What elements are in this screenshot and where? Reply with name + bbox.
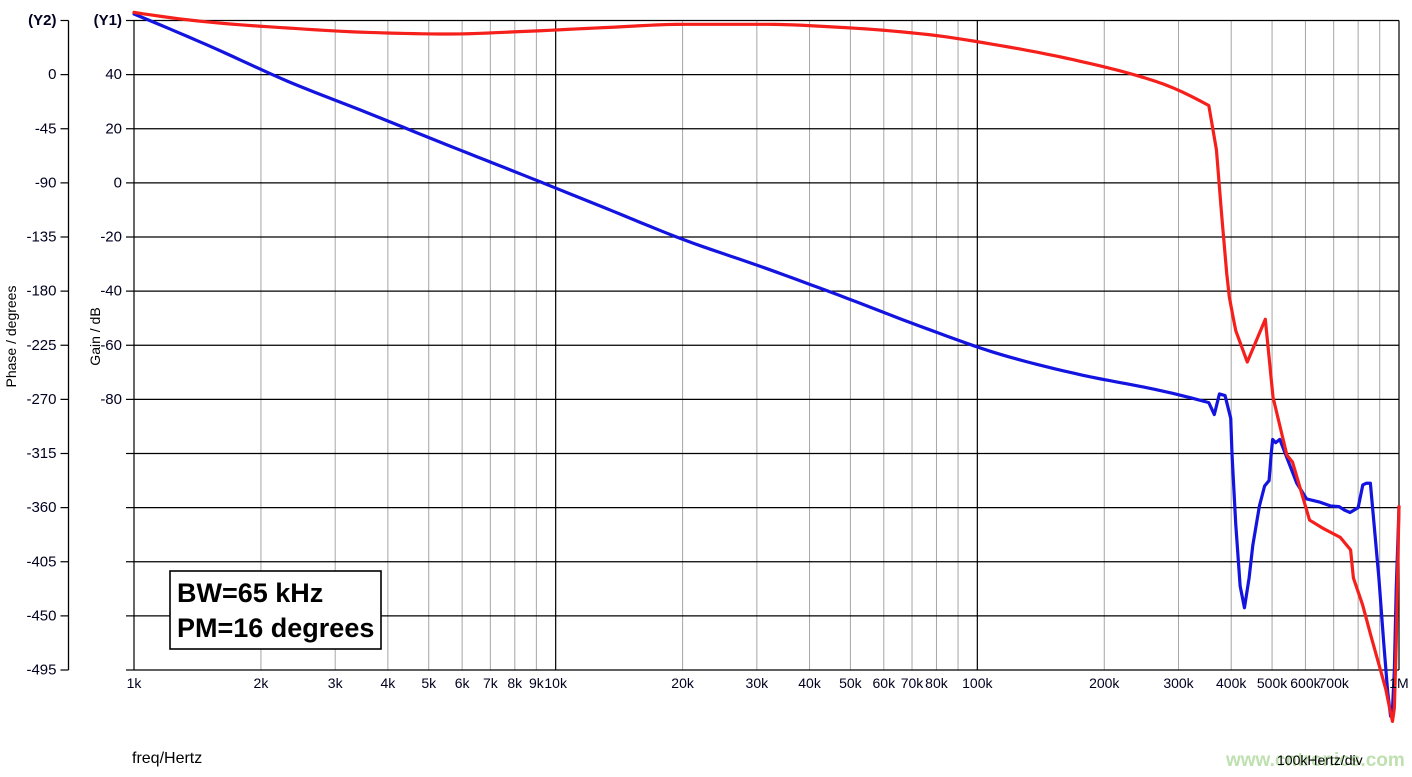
- svg-text:-315: -315: [26, 445, 56, 462]
- svg-text:10k: 10k: [544, 675, 568, 691]
- svg-text:-360: -360: [26, 499, 56, 516]
- svg-text:9k: 9k: [529, 675, 545, 691]
- svg-text:-80: -80: [100, 391, 122, 408]
- svg-text:1k: 1k: [127, 675, 143, 691]
- svg-text:-270: -270: [26, 391, 56, 408]
- svg-text:30k: 30k: [746, 675, 770, 691]
- svg-text:50k: 50k: [839, 675, 863, 691]
- svg-text:300k: 300k: [1163, 675, 1194, 691]
- svg-text:2k: 2k: [254, 675, 270, 691]
- svg-text:-45: -45: [35, 120, 57, 137]
- svg-text:400k: 400k: [1216, 675, 1247, 691]
- svg-text:Phase / degrees: Phase / degrees: [3, 286, 19, 388]
- svg-text:3k: 3k: [328, 675, 344, 691]
- svg-text:0: 0: [48, 66, 56, 83]
- svg-text:-40: -40: [100, 283, 122, 300]
- svg-text:70k: 70k: [901, 675, 925, 691]
- svg-text:4k: 4k: [380, 675, 396, 691]
- svg-text:40: 40: [105, 66, 122, 83]
- svg-text:-225: -225: [26, 337, 56, 354]
- svg-text:8k: 8k: [507, 675, 523, 691]
- svg-text:100kHertz/div: 100kHertz/div: [1277, 752, 1363, 768]
- svg-text:BW=65 kHz: BW=65 kHz: [177, 578, 323, 608]
- svg-text:freq/Hertz: freq/Hertz: [132, 750, 202, 767]
- svg-text:1M: 1M: [1389, 675, 1408, 691]
- svg-text:-90: -90: [35, 174, 57, 191]
- svg-text:7k: 7k: [483, 675, 499, 691]
- svg-text:5k: 5k: [421, 675, 437, 691]
- svg-text:-180: -180: [26, 283, 56, 300]
- svg-text:-20: -20: [100, 229, 122, 246]
- svg-text:PM=16 degrees: PM=16 degrees: [177, 613, 374, 643]
- svg-text:700k: 700k: [1319, 675, 1350, 691]
- svg-text:-495: -495: [26, 662, 56, 679]
- svg-text:40k: 40k: [798, 675, 822, 691]
- svg-text:-405: -405: [26, 553, 56, 570]
- svg-text:200k: 200k: [1089, 675, 1120, 691]
- svg-text:0: 0: [114, 174, 122, 191]
- svg-text:-135: -135: [26, 229, 56, 246]
- svg-text:6k: 6k: [455, 675, 471, 691]
- svg-text:600k: 600k: [1290, 675, 1321, 691]
- svg-text:-450: -450: [26, 607, 56, 624]
- svg-text:20k: 20k: [671, 675, 695, 691]
- svg-text:-60: -60: [100, 337, 122, 354]
- svg-text:Gain / dB: Gain / dB: [87, 307, 103, 365]
- svg-text:100k: 100k: [962, 675, 993, 691]
- svg-text:80k: 80k: [925, 675, 949, 691]
- svg-text:(Y1): (Y1): [94, 12, 122, 29]
- svg-text:(Y2): (Y2): [28, 12, 56, 29]
- svg-text:60k: 60k: [873, 675, 897, 691]
- svg-text:500k: 500k: [1257, 675, 1288, 691]
- svg-text:20: 20: [105, 120, 122, 137]
